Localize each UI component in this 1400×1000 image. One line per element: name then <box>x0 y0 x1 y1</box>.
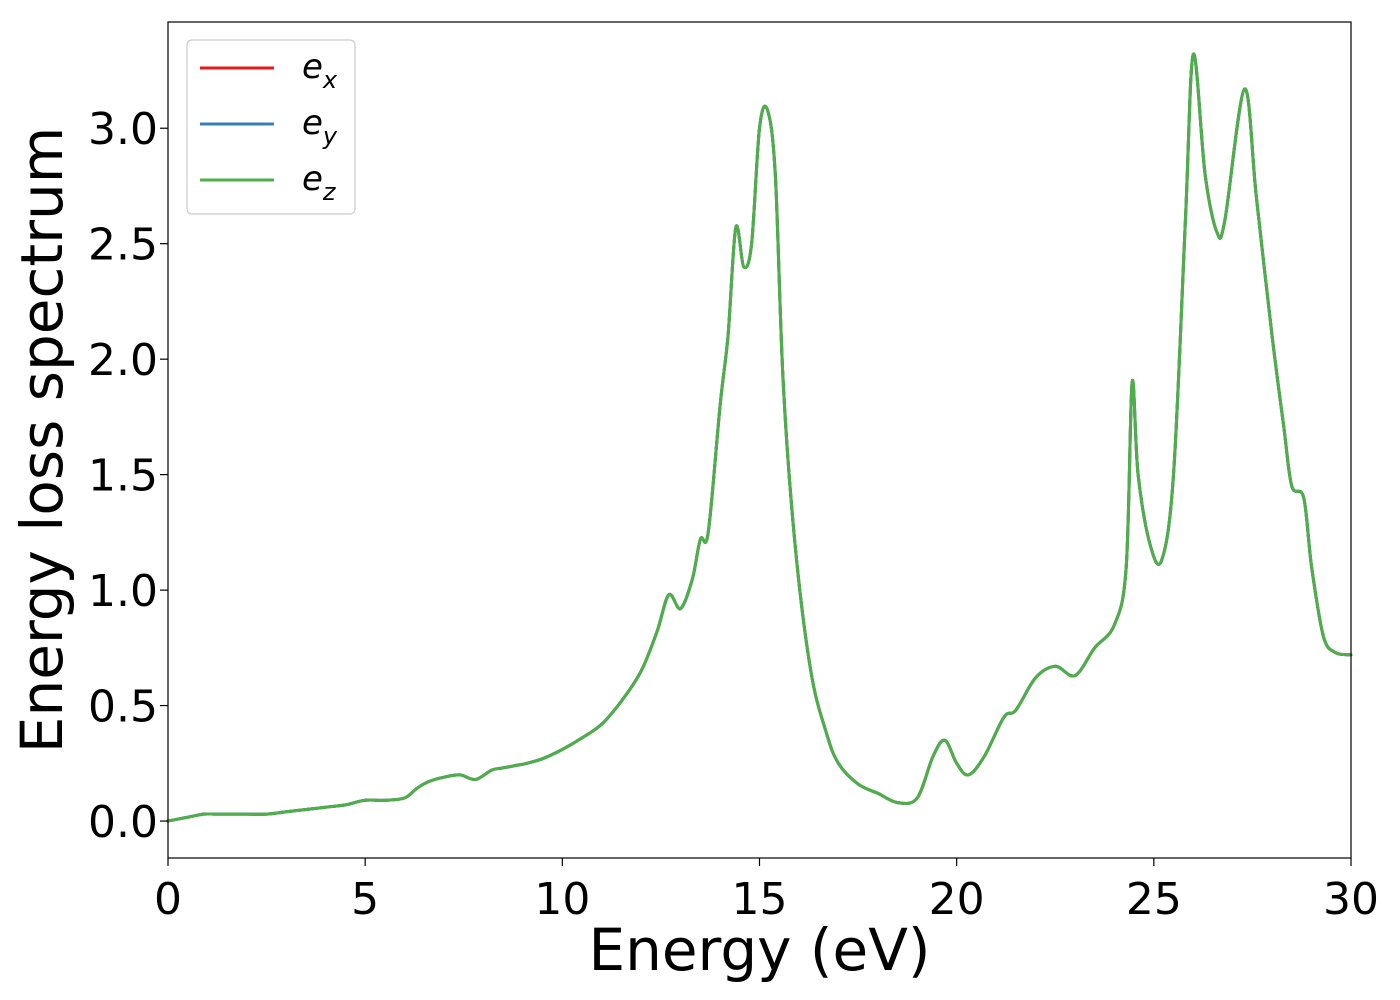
y-tick-label: 2.0 <box>88 335 158 386</box>
x-tick-label: 0 <box>154 874 182 925</box>
y-tick-label: 3.0 <box>88 104 158 155</box>
legend-label-ez: ez <box>302 159 337 206</box>
legend-label-base: e <box>302 159 323 199</box>
x-tick-label: 15 <box>732 874 788 925</box>
series-layer <box>166 52 1353 823</box>
y-axis: 0.0 0.5 1.0 1.5 2.0 2.5 3.0 <box>88 104 168 848</box>
series-line-ez <box>166 52 1353 823</box>
x-tick-label: 25 <box>1126 874 1182 925</box>
legend-label-base: e <box>302 103 323 143</box>
x-tick-label: 20 <box>929 874 985 925</box>
legend-label-ey: ey <box>302 103 338 150</box>
y-tick-label: 1.0 <box>88 566 158 617</box>
legend-label-ex: ex <box>302 47 338 94</box>
y-tick-label: 2.5 <box>88 220 158 271</box>
legend-label-base: e <box>302 47 323 87</box>
legend-box <box>186 39 356 215</box>
legend-label-subscript: y <box>322 122 338 150</box>
x-tick-label: 5 <box>351 874 379 925</box>
y-tick-label: 1.5 <box>88 451 158 502</box>
x-axis: 0 5 10 15 20 25 30 <box>154 858 1379 925</box>
y-tick-label: 0.5 <box>88 682 158 733</box>
y-tick-label: 0.0 <box>88 797 158 848</box>
x-tick-label: 30 <box>1323 874 1379 925</box>
x-tick-label: 10 <box>534 874 590 925</box>
legend-label-subscript: x <box>322 66 338 94</box>
y-axis-label: Energy loss spectrum <box>8 127 76 753</box>
x-axis-label: Energy (eV) <box>588 916 930 984</box>
legend-label-subscript: z <box>322 178 337 206</box>
